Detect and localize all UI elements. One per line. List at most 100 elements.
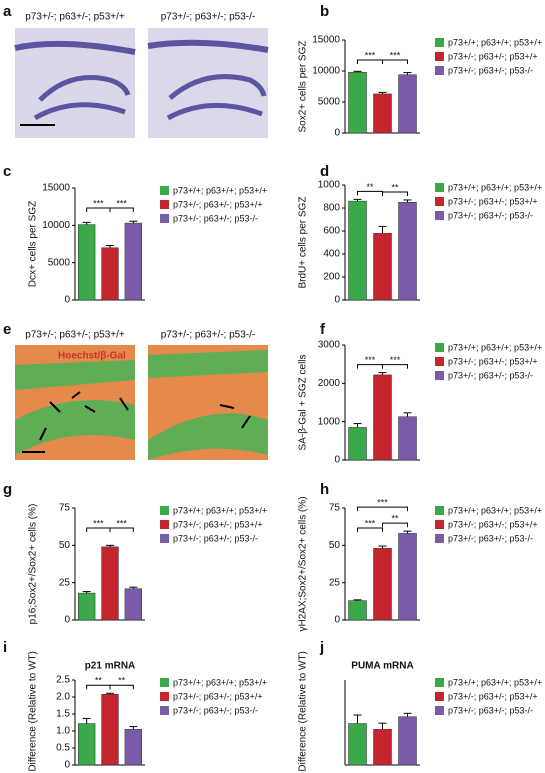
legend-label: p73+/+; p63+/+; p53+/+ <box>173 677 267 687</box>
legend-label: p73+/-; p63+/-; p53+/+ <box>448 691 538 701</box>
significance-label: *** <box>365 355 376 365</box>
legend-label: p73+/-; p63+/-; p53-/- <box>173 213 258 223</box>
legend-swatch <box>435 534 444 543</box>
y-tick-label: 0 <box>64 760 70 771</box>
legend-label: p73+/+; p63+/+; p53+/+ <box>173 185 267 195</box>
legend-swatch <box>160 534 169 543</box>
legend-swatch <box>160 706 169 715</box>
legend-label: p73+/-; p63+/-; p53-/- <box>448 705 533 715</box>
bar <box>373 729 392 766</box>
significance-label: ** <box>118 676 126 686</box>
significance-label: *** <box>116 518 127 528</box>
y-tick-label: 0 <box>334 615 340 626</box>
panel-label: i <box>3 639 7 656</box>
legend-label: p73+/-; p63+/-; p53+/+ <box>448 51 538 61</box>
image-caption: p73+/-; p63+/-; p53-/- <box>161 330 256 341</box>
y-tick-label: 2000 <box>318 378 341 389</box>
error-bar <box>106 544 114 547</box>
y-tick-label: 0 <box>64 615 70 626</box>
y-tick-label: 0 <box>334 128 340 139</box>
legend-swatch <box>160 520 169 529</box>
legend-swatch <box>435 520 444 529</box>
legend-label: p73+/-; p63+/-; p53+/+ <box>173 519 263 529</box>
significance-bracket <box>86 527 111 532</box>
y-tick-label: 50 <box>59 540 71 551</box>
bar <box>373 374 392 461</box>
y-axis-label: SA-β-Gal + SGZ cells <box>298 354 309 450</box>
significance-bracket <box>109 207 134 212</box>
y-tick-label: 1.0 <box>56 726 70 737</box>
y-tick-label: 75 <box>59 503 71 514</box>
significance-bracket <box>382 191 408 196</box>
y-tick-label: 1000 <box>318 416 341 427</box>
y-tick-label: 0.5 <box>56 743 70 754</box>
error-bar <box>403 199 412 203</box>
significance-label: *** <box>377 498 388 508</box>
legend-swatch <box>435 38 444 47</box>
legend-swatch <box>160 200 169 209</box>
legend-label: p73+/-; p63+/-; p53+/+ <box>448 519 538 529</box>
y-tick-label: 0 <box>334 455 340 466</box>
chart-title: p21 mRNA <box>85 661 136 672</box>
y-axis-label: Sox2+ cells per SGZ <box>298 41 309 133</box>
image-caption: p73+/-; p63+/-; p53+/+ <box>25 330 125 341</box>
legend-label: p73+/-; p63+/-; p53-/- <box>448 210 533 220</box>
panel-label: b <box>320 3 329 20</box>
error-bar <box>403 712 412 717</box>
error-bar <box>378 91 387 94</box>
legend-label: p73+/+; p63+/+; p53+/+ <box>448 505 542 515</box>
y-tick-label: 15000 <box>312 35 340 46</box>
legend-swatch <box>435 183 444 192</box>
panel-label: h <box>320 481 329 498</box>
legend-label: p73+/+; p63+/+; p53+/+ <box>448 677 542 687</box>
y-tick-label: 1000 <box>318 180 341 191</box>
legend-label: p73+/+; p63+/+; p53+/+ <box>448 182 542 192</box>
legend-label: p73+/-; p63+/-; p53+/+ <box>448 196 538 206</box>
y-tick-label: 5000 <box>48 257 71 268</box>
bar <box>398 716 417 766</box>
error-bar <box>82 221 91 225</box>
y-tick-label: 600 <box>323 226 340 237</box>
y-tick-label: 25 <box>329 577 341 588</box>
bar <box>398 202 417 301</box>
panel-label: d <box>320 163 329 180</box>
legend-label: p73+/+; p63+/+; p53+/+ <box>448 37 542 47</box>
error-bar <box>403 72 412 75</box>
bar <box>348 427 367 461</box>
legend-swatch <box>435 197 444 206</box>
significance-bracket <box>109 684 134 690</box>
y-tick-label: 800 <box>323 203 340 214</box>
significance-bracket <box>357 527 383 532</box>
significance-bracket <box>382 364 408 369</box>
significance-bracket <box>86 207 111 212</box>
error-bar <box>129 586 138 589</box>
significance-label: *** <box>390 50 401 60</box>
significance-label: ** <box>391 514 399 524</box>
legend-label: p73+/-; p63+/-; p53-/- <box>173 533 258 543</box>
image-overlay-label: Hoechst/β-Gal <box>58 351 126 362</box>
y-tick-label: 2.5 <box>56 675 70 686</box>
significance-bracket <box>357 190 383 196</box>
bar <box>348 600 367 621</box>
bar <box>373 233 392 301</box>
legend-label: p73+/-; p63+/-; p53+/+ <box>448 356 538 366</box>
legend-label: p73+/-; p63+/-; p53+/+ <box>173 199 263 209</box>
y-tick-label: 1.5 <box>56 709 70 720</box>
y-tick-label: 200 <box>323 272 340 283</box>
error-bar <box>378 722 387 730</box>
significance-label: ** <box>366 182 374 192</box>
y-tick-label: 75 <box>329 503 341 514</box>
y-tick-label: 25 <box>59 577 71 588</box>
panel-label: f <box>320 321 326 338</box>
y-axis-label: Fold Difference (Relative to WT) <box>28 651 39 773</box>
error-bar <box>353 714 362 724</box>
error-bar <box>106 244 114 248</box>
legend-swatch <box>160 186 169 195</box>
significance-label: *** <box>365 50 376 60</box>
bar <box>348 723 367 766</box>
significance-bracket <box>357 364 383 369</box>
error-bar <box>403 530 412 534</box>
legend-swatch <box>435 692 444 701</box>
error-bar <box>129 220 138 224</box>
y-axis-label: Fold Difference (Relative to WT) <box>298 651 309 773</box>
